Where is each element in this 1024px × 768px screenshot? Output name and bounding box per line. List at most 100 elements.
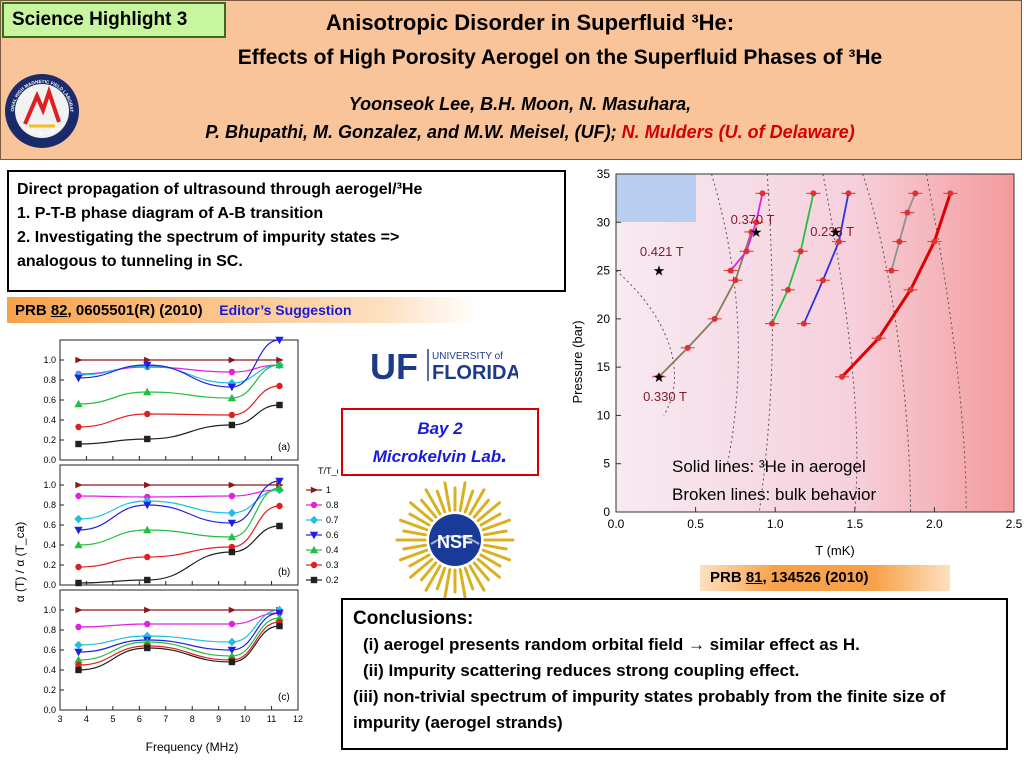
y-tick-label: 0.2 — [43, 435, 56, 445]
nsf-ray — [443, 568, 452, 599]
x-tick-label: 1.5 — [846, 517, 863, 531]
panel-label: (a) — [278, 442, 290, 453]
marker — [144, 644, 151, 652]
data-point — [839, 373, 846, 380]
field-label: 0.421 T — [640, 244, 684, 259]
field-label: 0.370 T — [731, 212, 775, 227]
marker — [144, 620, 151, 628]
data-point — [800, 320, 807, 327]
conclusions-title: Conclusions: — [353, 608, 474, 629]
x-tick-label: 3 — [57, 714, 62, 724]
field-labels: 0.421 T★0.370 T★ 0.233 T★0.330 T★ — [640, 212, 854, 404]
marker — [74, 540, 83, 549]
marker — [227, 637, 237, 647]
attenuation-chart: 0.0 0.2 0.4 0.6 0.8 1.0 (a) 0.0 0.2 0.4 0.6 0.8 1.0 (… — [13, 336, 338, 754]
data-point — [875, 335, 882, 342]
marker — [143, 501, 152, 510]
nsf-text: NSF — [437, 532, 473, 552]
marker — [309, 545, 319, 554]
field-label: 0.330 T — [643, 389, 687, 404]
x-tick-label: 10 — [240, 714, 250, 724]
series-line — [78, 612, 280, 653]
uf-logo: UF UNIVERSITY of FLORIDA — [370, 346, 518, 385]
nhmfl-logo: NATIONAL HIGH MAGNETIC FIELD LABORATORY … — [3, 72, 79, 148]
panel-frame — [59, 464, 299, 586]
marker — [276, 502, 283, 510]
data-point — [907, 286, 914, 293]
marker — [75, 563, 82, 571]
series-line — [78, 385, 280, 428]
bulk-dotted-line — [925, 173, 967, 513]
y-tick-label: 0.2 — [43, 560, 56, 570]
uf-mark: UF — [370, 346, 418, 385]
nsf-ray — [468, 488, 486, 516]
y-tick-label: 0.2 — [43, 685, 56, 695]
marker — [74, 526, 83, 535]
phase-diagram-chart: 0.0 0.5 1.0 1.5 2.0 2.5 0 5 10 15 20 25 30 35 0.421 T… — [570, 167, 1022, 558]
y-tick-label: 20 — [597, 312, 611, 326]
series-line — [78, 617, 280, 661]
marker — [75, 481, 83, 489]
reference-bar-1: PRB 82, 0605501(R) (2010) Editor’s Sugge… — [7, 297, 477, 323]
plot-frame — [615, 173, 1015, 513]
marker — [144, 553, 151, 561]
marker — [227, 519, 237, 528]
panel-frame — [59, 339, 299, 461]
marker — [276, 382, 283, 390]
y-tick-label: 10 — [597, 408, 611, 422]
marker — [228, 368, 236, 376]
marker — [276, 356, 284, 364]
nsf-ray — [458, 481, 467, 512]
x-tick-label: 2.5 — [1006, 517, 1022, 531]
nsf-ray — [408, 512, 431, 527]
data-point — [769, 320, 776, 327]
x-tick-label: 6 — [137, 714, 142, 724]
series-line — [78, 489, 280, 498]
nsf-ray — [479, 553, 502, 568]
y-tick-label: 15 — [597, 360, 611, 374]
attenuation-xlabel: Frequency (MHz) — [146, 740, 239, 754]
data-point — [684, 344, 691, 351]
marker — [75, 579, 82, 587]
nsf-ray — [468, 564, 486, 592]
marker — [228, 548, 236, 556]
nsf-ray — [479, 512, 502, 527]
y-tick-label: 0.0 — [43, 580, 56, 590]
conclusion-item-2: (ii) Impurity scattering reduces strong … — [363, 661, 800, 680]
x-tick-label: 2.0 — [926, 517, 943, 531]
phase-xlabel: T (mK) — [815, 543, 854, 558]
marker — [275, 336, 284, 345]
marker — [75, 661, 82, 669]
uf-line-2: FLORIDA — [432, 362, 518, 384]
plot-corner-shade — [616, 174, 696, 222]
marker — [75, 492, 82, 500]
y-tick-label: 0.8 — [43, 500, 56, 510]
x-tick-label: 0.5 — [687, 517, 704, 531]
data-point — [797, 248, 804, 255]
legend-title: T/T_ca — [318, 466, 338, 476]
marker — [227, 508, 237, 518]
marker — [275, 360, 284, 369]
series-line — [78, 364, 280, 384]
marker — [74, 648, 83, 657]
marker — [276, 622, 283, 630]
bulk-dotted-line — [615, 270, 675, 416]
aerogel-line — [803, 193, 850, 325]
nsf-logo: NSF — [395, 481, 515, 599]
marker — [227, 378, 237, 388]
conclusion-item-3: (iii) non-trivial spectrum of impurity s… — [353, 687, 946, 732]
marker — [143, 387, 152, 396]
marker — [75, 440, 82, 448]
marker — [227, 383, 237, 392]
bay-box: Bay 2 Microkelvin Lab. — [341, 408, 539, 476]
data-point — [912, 190, 919, 197]
marker — [143, 496, 152, 506]
y-tick-label: 1.0 — [43, 605, 56, 615]
legend-label: 1 — [326, 485, 331, 495]
panel-label: (b) — [278, 567, 290, 578]
x-tick-label: 9 — [216, 714, 221, 724]
marker — [228, 543, 236, 551]
legend-label: 0.37 — [326, 560, 338, 570]
marker — [228, 356, 237, 364]
x-tick-label: 1.0 — [767, 517, 784, 531]
